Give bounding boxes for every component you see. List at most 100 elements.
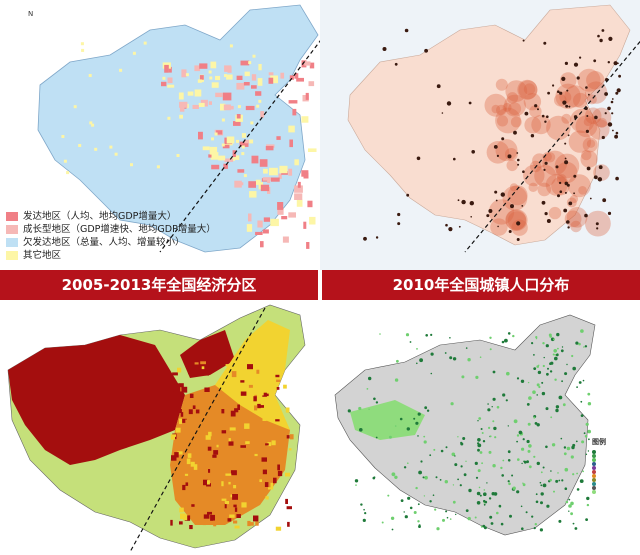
density-blob [517, 79, 538, 100]
city-dot [595, 222, 599, 226]
region-patch [301, 170, 309, 177]
site-dot [413, 417, 416, 420]
city-dot [363, 236, 367, 241]
site-dot [533, 354, 535, 356]
density-blob [496, 115, 509, 127]
site-dot [423, 440, 427, 444]
legend-item [592, 481, 638, 486]
region-patch [288, 212, 296, 218]
yellow-zone-east [215, 320, 290, 430]
zone-patch [255, 521, 259, 526]
zone-patch [208, 469, 211, 473]
city-dot [406, 193, 410, 197]
site-dot [451, 452, 456, 457]
site-dot [583, 432, 586, 435]
zone-patch [240, 445, 246, 448]
density-blob [528, 182, 538, 192]
region-patch [185, 73, 189, 77]
site-dot [533, 455, 536, 458]
city-dot [585, 86, 588, 89]
density-blob [567, 174, 591, 198]
site-dot [360, 503, 363, 506]
zone-patch [248, 522, 254, 526]
city-dot [446, 101, 452, 106]
site-dot [462, 437, 466, 440]
city-dot [552, 84, 555, 87]
site-dot [465, 460, 467, 462]
red-zone-north [180, 330, 235, 378]
zone-patch [247, 364, 253, 370]
region-patch [258, 99, 262, 103]
region-patch [269, 167, 278, 176]
density-blob [496, 104, 507, 116]
site-dot [418, 470, 422, 475]
site-dot [578, 381, 582, 384]
density-blob [484, 93, 508, 117]
site-dot [540, 471, 543, 474]
city-dot [521, 205, 524, 207]
site-dot [546, 504, 550, 508]
density-blob [575, 115, 598, 138]
zone-patch [186, 458, 191, 465]
city-dot [530, 134, 535, 138]
site-dot [406, 427, 410, 431]
site-dot [586, 496, 590, 501]
site-dot [424, 475, 428, 480]
region-patch [239, 141, 249, 147]
site-dot [487, 408, 491, 412]
site-dot [409, 341, 412, 343]
site-dot [587, 450, 590, 452]
region-patch [294, 73, 299, 79]
site-dot [507, 332, 511, 335]
density-blob [523, 83, 536, 95]
region-patch [216, 130, 223, 135]
site-dot [520, 379, 525, 383]
site-dot [540, 501, 543, 505]
density-blob [507, 211, 527, 230]
site-dot [424, 406, 428, 410]
zone-patch [229, 514, 235, 518]
density-blob [580, 150, 598, 168]
city-dot [424, 48, 428, 53]
density-blob [488, 199, 515, 225]
region-patch [260, 241, 264, 248]
site-dot [585, 453, 588, 456]
site-dot [459, 484, 462, 487]
zone-patch [177, 367, 182, 373]
city-dot [416, 156, 421, 161]
site-dot [561, 346, 564, 348]
site-dot [572, 522, 575, 525]
site-dot [517, 458, 520, 461]
city-dot [593, 59, 597, 63]
zone-patch [276, 379, 281, 382]
site-dot [435, 476, 438, 479]
city-dot [516, 238, 520, 241]
city-dot [494, 190, 498, 194]
zone-patch [275, 526, 282, 531]
region-patch [66, 171, 70, 175]
density-blob [577, 68, 601, 92]
site-dot [535, 337, 538, 340]
site-dot [545, 344, 549, 348]
density-blob [582, 137, 598, 153]
site-dot [532, 390, 536, 394]
density-blob [537, 182, 552, 197]
site-dot [553, 338, 555, 341]
density-blob [542, 150, 568, 176]
zone-patch [207, 511, 212, 515]
region-patch [211, 137, 214, 141]
site-dot [588, 438, 590, 441]
region-patch [199, 75, 204, 80]
site-dot [509, 514, 512, 518]
region-patch [255, 91, 262, 96]
site-dot [566, 446, 571, 451]
site-dot [561, 479, 564, 482]
site-dot [445, 446, 448, 449]
region-patch [215, 92, 223, 98]
city-dot [602, 198, 607, 203]
green-patch-west [350, 400, 425, 440]
site-dot [425, 334, 428, 337]
site-dot [460, 441, 463, 444]
site-dot [492, 397, 496, 401]
site-dot [578, 342, 581, 346]
